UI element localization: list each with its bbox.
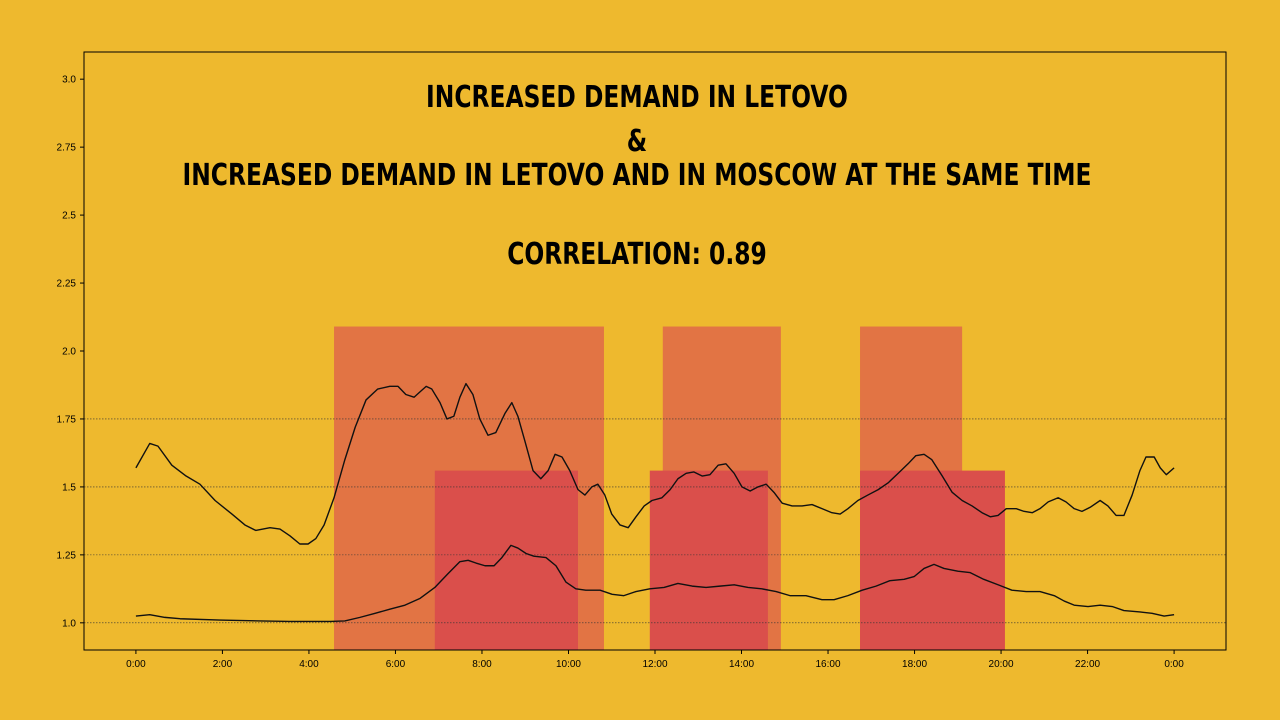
x-tick-label: 10:00: [556, 659, 581, 670]
y-tick-label: 2.0: [62, 347, 76, 358]
y-tick-label: 3.0: [62, 75, 76, 86]
highlight-span: [434, 470, 579, 650]
y-tick-label: 2.75: [57, 143, 77, 154]
title-line: INCREASED DEMAND IN LETOVO: [426, 80, 848, 115]
y-tick-label: 1.5: [62, 482, 76, 493]
x-tick-label: 8:00: [472, 659, 492, 670]
title-line: &: [627, 124, 647, 159]
x-tick-label: 12:00: [642, 659, 667, 670]
x-tick-label: 0:00: [126, 659, 146, 670]
x-tick-label: 6:00: [386, 659, 406, 670]
y-tick-label: 1.0: [62, 618, 76, 629]
x-tick-label: 22:00: [1075, 659, 1100, 670]
x-tick-label: 0:00: [1164, 659, 1184, 670]
plot-area: [84, 326, 1226, 650]
y-tick-label: 2.25: [57, 279, 77, 290]
series-line: [135, 544, 1175, 623]
y-tick-label: 2.5: [62, 211, 76, 222]
y-tick-label: 1.75: [57, 414, 77, 425]
x-tick-label: 18:00: [902, 659, 927, 670]
x-tick-label: 16:00: [816, 659, 841, 670]
title-line: INCREASED DEMAND IN LETOVO AND IN MOSCOW…: [183, 158, 1092, 193]
x-tick-label: 20:00: [989, 659, 1014, 670]
highlight-span: [860, 470, 1005, 650]
x-tick-label: 14:00: [729, 659, 754, 670]
y-tick-label: 1.25: [57, 550, 77, 561]
x-tick-label: 2:00: [213, 659, 233, 670]
subtitle: CORRELATION: 0.89: [507, 237, 767, 272]
highlight-span: [649, 470, 768, 650]
series-line: [135, 382, 1175, 545]
x-tick-label: 4:00: [299, 659, 319, 670]
